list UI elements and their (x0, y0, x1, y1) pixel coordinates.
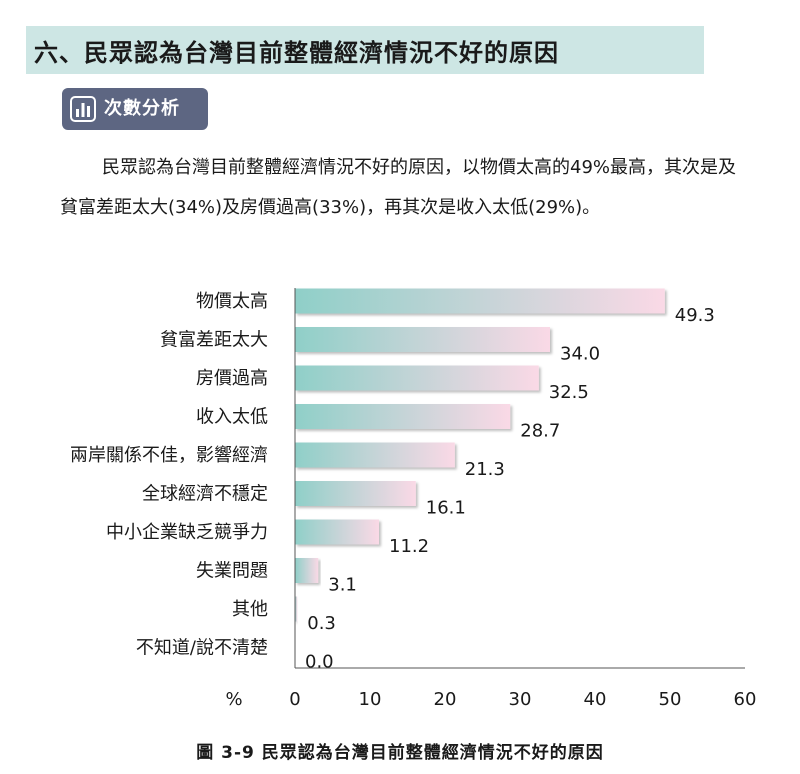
bar (295, 288, 665, 314)
category-label: 全球經濟不穩定 (142, 484, 268, 505)
bar (295, 519, 379, 545)
data-label: 21.3 (465, 459, 505, 480)
data-label: 16.1 (426, 498, 466, 519)
category-label: 兩岸關係不佳，影響經濟 (70, 445, 268, 466)
data-label: 28.7 (520, 421, 560, 442)
bar (295, 365, 539, 391)
bar (295, 596, 298, 622)
horizontal-bar-chart: 物價太高 49.3 貧富差距太大 34.0 房價過高 32.5 收入太低 28.7 兩岸關係不佳… (70, 288, 757, 710)
bar (295, 327, 550, 352)
summary-paragraph: 民眾認為台灣目前整體經濟情況不好的原因，以物價太高的49%最高，其次是及貧富差距… (60, 157, 737, 218)
data-label: 11.2 (389, 536, 429, 557)
x-tick-label: 50 (659, 689, 682, 710)
figure-caption: 圖 3-9 民眾認為台灣目前整體經濟情況不好的原因 (196, 743, 604, 763)
category-label: 失業問題 (196, 561, 268, 582)
category-label: 收入太低 (196, 407, 268, 428)
x-tick-label: 40 (584, 689, 607, 710)
x-tick-label: 60 (734, 689, 757, 710)
section-title: 六、民眾認為台灣目前整體經濟情況不好的原因 (34, 38, 559, 67)
data-label: 32.5 (549, 382, 589, 403)
bar-chart-icon (70, 96, 96, 122)
x-unit-label: % (225, 689, 242, 710)
bar (295, 481, 416, 506)
x-tick-label: 20 (434, 689, 457, 710)
data-label: 0.0 (305, 652, 334, 673)
data-label: 49.3 (675, 305, 715, 326)
frequency-analysis-badge: 次數分析 (62, 88, 208, 130)
category-label: 貧富差距太大 (160, 330, 268, 351)
category-label: 中小企業缺乏競爭力 (106, 522, 268, 543)
bar (295, 558, 319, 583)
bar (295, 442, 455, 468)
x-tick-label: 0 (289, 689, 300, 710)
data-label: 0.3 (307, 613, 336, 634)
data-label: 34.0 (560, 344, 600, 365)
section-header: 六、民眾認為台灣目前整體經濟情況不好的原因 (26, 26, 704, 74)
badge-label: 次數分析 (104, 98, 180, 119)
category-label: 其他 (232, 599, 268, 620)
x-tick-label: 30 (509, 689, 532, 710)
category-label: 物價太高 (196, 291, 268, 312)
category-label: 不知道/說不清楚 (136, 638, 268, 659)
category-label: 房價過高 (196, 368, 268, 389)
bar (295, 404, 511, 429)
x-tick-label: 10 (359, 689, 382, 710)
data-label: 3.1 (328, 575, 357, 596)
